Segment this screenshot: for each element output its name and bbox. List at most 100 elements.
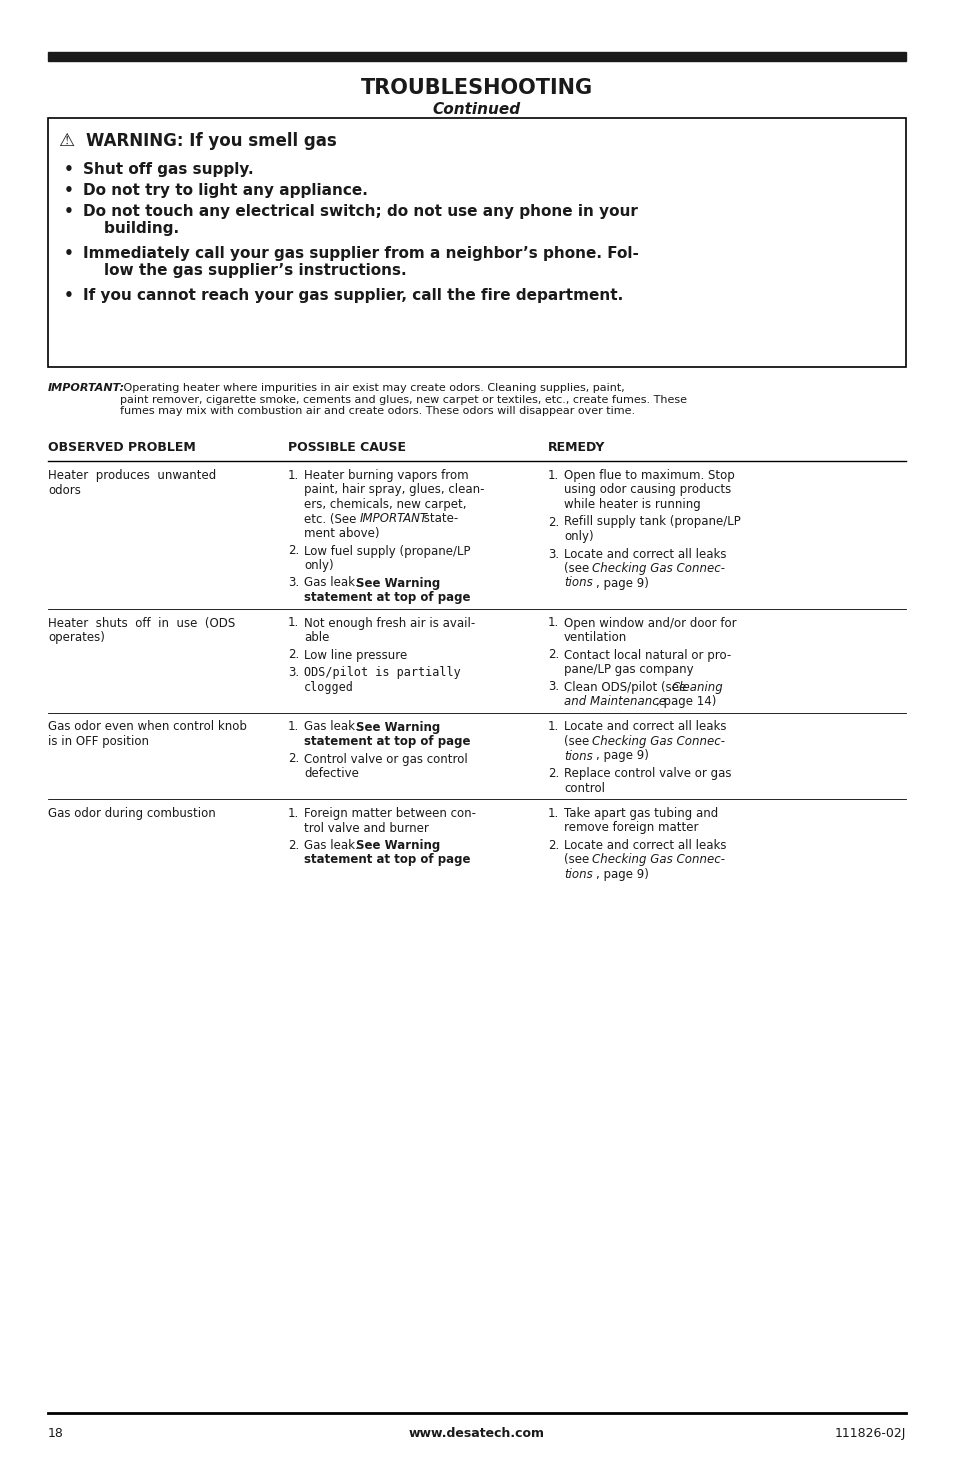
Text: Take apart gas tubing and: Take apart gas tubing and bbox=[563, 807, 718, 820]
Text: www.desatech.com: www.desatech.com bbox=[409, 1426, 544, 1440]
Text: 1.: 1. bbox=[288, 720, 299, 733]
Text: 2.: 2. bbox=[288, 752, 299, 766]
Text: 2.: 2. bbox=[547, 839, 558, 853]
Text: statement at top of page: statement at top of page bbox=[304, 591, 470, 603]
Text: •: • bbox=[64, 183, 73, 198]
Text: pane/LP gas company: pane/LP gas company bbox=[563, 662, 693, 676]
Text: 1.: 1. bbox=[288, 617, 299, 630]
Text: 3.: 3. bbox=[547, 680, 558, 693]
Text: •: • bbox=[64, 204, 73, 218]
Text: ers, chemicals, new carpet,: ers, chemicals, new carpet, bbox=[304, 499, 466, 510]
Text: (see: (see bbox=[563, 735, 593, 748]
Text: 2.: 2. bbox=[288, 544, 299, 558]
Text: Heater  produces  unwanted: Heater produces unwanted bbox=[48, 469, 216, 482]
Text: Immediately call your gas supplier from a neighbor’s phone. Fol-
    low the gas: Immediately call your gas supplier from … bbox=[83, 246, 639, 279]
Text: ventilation: ventilation bbox=[563, 631, 626, 645]
Text: Checking Gas Connec-: Checking Gas Connec- bbox=[592, 735, 724, 748]
Text: 1.: 1. bbox=[288, 807, 299, 820]
Text: POSSIBLE CAUSE: POSSIBLE CAUSE bbox=[288, 441, 406, 454]
Text: Not enough fresh air is avail-: Not enough fresh air is avail- bbox=[304, 617, 475, 630]
Text: control: control bbox=[563, 782, 604, 795]
Text: 18: 18 bbox=[48, 1426, 64, 1440]
Text: ment above): ment above) bbox=[304, 527, 379, 540]
Text: OBSERVED PROBLEM: OBSERVED PROBLEM bbox=[48, 441, 195, 454]
Text: (see: (see bbox=[563, 854, 593, 866]
Text: IMPORTANT: IMPORTANT bbox=[359, 512, 428, 525]
Text: 2.: 2. bbox=[547, 767, 558, 780]
Text: Gas leak.: Gas leak. bbox=[304, 720, 366, 733]
Text: •: • bbox=[64, 288, 73, 302]
Text: remove foreign matter: remove foreign matter bbox=[563, 822, 698, 835]
Text: Gas odor even when control knob: Gas odor even when control knob bbox=[48, 720, 247, 733]
Text: , page 9): , page 9) bbox=[596, 867, 648, 881]
Text: able: able bbox=[304, 631, 329, 645]
Text: ODS/pilot is partially: ODS/pilot is partially bbox=[304, 667, 460, 678]
Text: trol valve and burner: trol valve and burner bbox=[304, 822, 429, 835]
Text: Replace control valve or gas: Replace control valve or gas bbox=[563, 767, 731, 780]
Text: 1.: 1. bbox=[547, 469, 558, 482]
Text: odors: odors bbox=[48, 484, 81, 497]
Text: Refill supply tank (propane/LP: Refill supply tank (propane/LP bbox=[563, 515, 740, 528]
Text: Continued: Continued bbox=[433, 102, 520, 117]
Text: defective: defective bbox=[304, 767, 358, 780]
Text: , page 9): , page 9) bbox=[596, 577, 648, 590]
Text: Open window and/or door for: Open window and/or door for bbox=[563, 617, 736, 630]
Text: paint, hair spray, glues, clean-: paint, hair spray, glues, clean- bbox=[304, 484, 484, 497]
Text: 1.: 1. bbox=[547, 617, 558, 630]
Text: Heater  shuts  off  in  use  (ODS: Heater shuts off in use (ODS bbox=[48, 617, 235, 630]
Text: 2.: 2. bbox=[547, 649, 558, 661]
Text: 1.: 1. bbox=[288, 469, 299, 482]
Text: Locate and correct all leaks: Locate and correct all leaks bbox=[563, 547, 726, 560]
Text: using odor causing products: using odor causing products bbox=[563, 484, 731, 497]
Text: 3.: 3. bbox=[547, 547, 558, 560]
Text: Shut off gas supply.: Shut off gas supply. bbox=[83, 162, 253, 177]
Text: IMPORTANT:: IMPORTANT: bbox=[48, 384, 125, 392]
Text: If you cannot reach your gas supplier, call the fire department.: If you cannot reach your gas supplier, c… bbox=[83, 288, 622, 302]
Text: Control valve or gas control: Control valve or gas control bbox=[304, 752, 467, 766]
Text: tions: tions bbox=[563, 867, 592, 881]
Text: Do not touch any electrical switch; do not use any phone in your
    building.: Do not touch any electrical switch; do n… bbox=[83, 204, 638, 236]
Text: tions: tions bbox=[563, 577, 592, 590]
Text: WARNING: If you smell gas: WARNING: If you smell gas bbox=[86, 131, 336, 150]
Text: Gas leak.: Gas leak. bbox=[304, 839, 366, 853]
Bar bbox=[48, 118, 905, 367]
Text: Contact local natural or pro-: Contact local natural or pro- bbox=[563, 649, 731, 661]
Text: •: • bbox=[64, 162, 73, 177]
Text: Checking Gas Connec-: Checking Gas Connec- bbox=[592, 562, 724, 575]
Text: tions: tions bbox=[563, 749, 592, 763]
Text: only): only) bbox=[304, 559, 334, 572]
Text: Locate and correct all leaks: Locate and correct all leaks bbox=[563, 720, 726, 733]
Text: while heater is running: while heater is running bbox=[563, 499, 700, 510]
Text: Heater burning vapors from: Heater burning vapors from bbox=[304, 469, 468, 482]
Text: clogged: clogged bbox=[304, 680, 354, 693]
Text: Foreign matter between con-: Foreign matter between con- bbox=[304, 807, 476, 820]
Text: Do not try to light any appliance.: Do not try to light any appliance. bbox=[83, 183, 368, 198]
Text: See Warning: See Warning bbox=[355, 720, 439, 733]
Text: statement at top of page: statement at top of page bbox=[304, 735, 470, 748]
Text: state-: state- bbox=[419, 512, 457, 525]
Text: and Maintenance: and Maintenance bbox=[563, 695, 665, 708]
Text: Locate and correct all leaks: Locate and correct all leaks bbox=[563, 839, 726, 853]
Text: REMEDY: REMEDY bbox=[547, 441, 605, 454]
Text: Gas odor during combustion: Gas odor during combustion bbox=[48, 807, 215, 820]
Text: 1.: 1. bbox=[547, 807, 558, 820]
Text: Checking Gas Connec-: Checking Gas Connec- bbox=[592, 854, 724, 866]
Text: 3.: 3. bbox=[288, 577, 299, 590]
Text: is in OFF position: is in OFF position bbox=[48, 735, 149, 748]
Text: 111826-02J: 111826-02J bbox=[834, 1426, 905, 1440]
Text: •: • bbox=[64, 246, 73, 261]
Text: Open flue to maximum. Stop: Open flue to maximum. Stop bbox=[563, 469, 734, 482]
Text: ⚠: ⚠ bbox=[58, 131, 74, 150]
Text: 2.: 2. bbox=[288, 839, 299, 853]
Text: Cleaning: Cleaning bbox=[671, 680, 723, 693]
Text: 3.: 3. bbox=[288, 667, 299, 678]
Text: See Warning: See Warning bbox=[355, 577, 439, 590]
Text: operates): operates) bbox=[48, 631, 105, 645]
Text: 2.: 2. bbox=[547, 515, 558, 528]
Text: Low fuel supply (propane/LP: Low fuel supply (propane/LP bbox=[304, 544, 470, 558]
Text: Operating heater where impurities in air exist may create odors. Cleaning suppli: Operating heater where impurities in air… bbox=[120, 384, 686, 416]
Text: etc. (See: etc. (See bbox=[304, 512, 359, 525]
Text: 2.: 2. bbox=[288, 649, 299, 661]
Text: 1.: 1. bbox=[547, 720, 558, 733]
Text: Clean ODS/pilot (see: Clean ODS/pilot (see bbox=[563, 680, 689, 693]
